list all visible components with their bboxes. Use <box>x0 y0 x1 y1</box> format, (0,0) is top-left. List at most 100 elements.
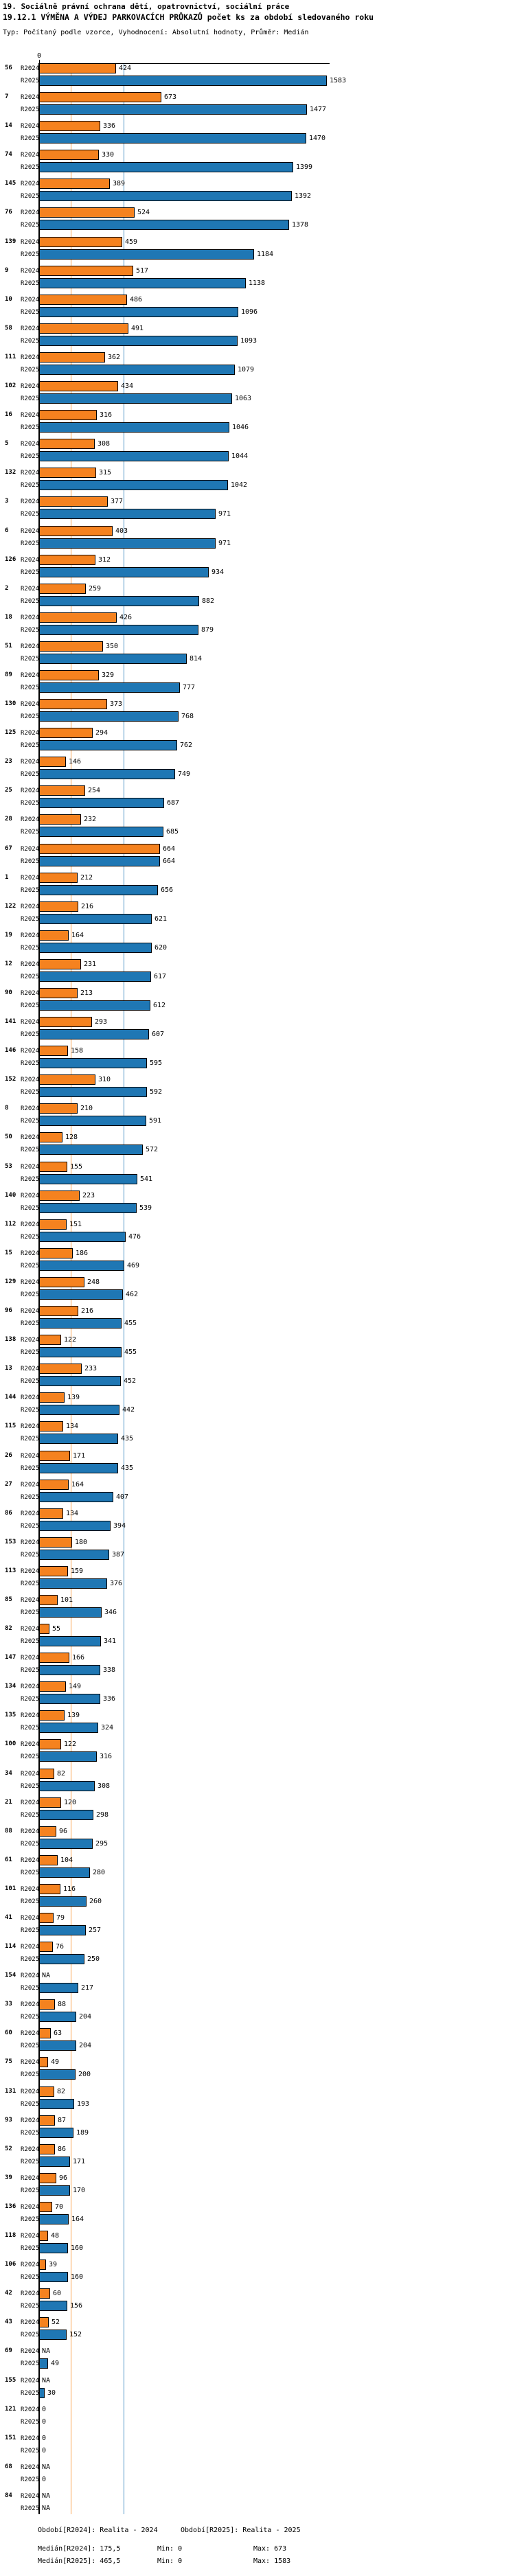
series-label: R2025 <box>21 915 40 923</box>
bar-r2024 <box>39 728 93 739</box>
chart-group: 121 R2024 0 R2025 0 <box>0 2404 515 2427</box>
value-label: 156 <box>70 2302 83 2310</box>
bar-row-r2024: R2024 310 <box>0 1074 515 1085</box>
series-label: R2024 <box>21 2030 40 2038</box>
group-label: 85 <box>5 1596 12 1603</box>
bar-r2024 <box>39 63 116 73</box>
chart-group: 12 R2024 231 R2025 617 <box>0 958 515 982</box>
series-label: R2025 <box>21 771 40 779</box>
series-label: R2025 <box>21 1638 40 1646</box>
series-label: R2025 <box>21 1782 40 1790</box>
bar-r2025 <box>39 1376 121 1387</box>
value-label: 362 <box>108 353 121 361</box>
bar-row-r2024: R2024 0 <box>0 2404 515 2415</box>
group-label: 53 <box>5 1162 12 1170</box>
value-label: 248 <box>87 1278 100 1286</box>
series-label: R2024 <box>21 2406 40 2413</box>
series-label: R2025 <box>21 1869 40 1876</box>
bar-r2025 <box>39 595 199 606</box>
value-label: 96 <box>59 2174 68 2182</box>
bar-row-r2024: R2024 96 <box>0 1826 515 1837</box>
series-label: R2025 <box>21 1985 40 1992</box>
value-label: 377 <box>111 498 124 506</box>
bar-row-r2024: R2024 NA <box>0 2346 515 2356</box>
value-label: 151 <box>69 1220 82 1228</box>
group-label: 13 <box>5 1365 12 1372</box>
chart-group: 90 R2024 213 R2025 612 <box>0 988 515 1011</box>
bar-row-r2025: R2025 1063 <box>0 393 515 404</box>
series-label: R2024 <box>21 441 40 448</box>
value-label: 1046 <box>232 424 249 432</box>
value-label: 407 <box>116 1493 129 1501</box>
series-label: R2025 <box>21 2158 40 2165</box>
series-label: R2024 <box>21 1944 40 1951</box>
value-label: 217 <box>81 1984 94 1992</box>
chart-group: 41 R2024 79 R2025 257 <box>0 1913 515 1935</box>
series-label: R2024 <box>21 1770 40 1778</box>
bar-row-r2025: R2025 592 <box>0 1087 515 1098</box>
value-label: 216 <box>81 902 94 910</box>
bar-r2025 <box>39 1636 101 1647</box>
group-label: 130 <box>5 700 16 708</box>
group-label: 131 <box>5 2087 16 2095</box>
series-label: R2024 <box>21 1048 40 1055</box>
bar-row-r2024: R2024 NA <box>0 2376 515 2386</box>
group-label: 100 <box>5 1740 16 1748</box>
series-label: R2024 <box>21 209 40 217</box>
series-label: R2025 <box>21 337 40 345</box>
series-label: R2024 <box>21 701 40 709</box>
bar-r2024 <box>39 1247 73 1258</box>
series-label: R2025 <box>21 1407 40 1414</box>
bar-row-r2025: R2025 0 <box>0 2474 515 2485</box>
value-label: 0 <box>42 2434 47 2442</box>
bar-row-r2025: R2025 295 <box>0 1838 515 1849</box>
value-label: 1079 <box>238 365 255 373</box>
footer-period-r2025: Období[R2025]: Realita - 2025 <box>181 2527 301 2534</box>
bar-r2025 <box>39 2358 48 2369</box>
value-label: 254 <box>88 787 101 795</box>
series-label: R2025 <box>21 829 40 836</box>
value-label: 79 <box>56 1914 65 1922</box>
series-label: R2024 <box>21 1019 40 1026</box>
chart-group: 15 R2024 186 R2025 469 <box>0 1247 515 1271</box>
bar-r2024 <box>39 265 133 276</box>
bar-r2025 <box>39 624 198 635</box>
value-label: 231 <box>84 960 97 968</box>
bar-r2025 <box>39 1058 147 1069</box>
bar-r2025 <box>39 422 229 433</box>
value-label: 82 <box>57 2087 66 2095</box>
bar-r2025 <box>39 1925 86 1935</box>
series-label: R2025 <box>21 1667 40 1675</box>
series-label: R2025 <box>21 2389 40 2397</box>
group-label: 10 <box>5 295 12 303</box>
value-label: 595 <box>150 1059 163 1068</box>
bar-row-r2025: R2025 814 <box>0 653 515 664</box>
bar-row-r2025: R2025 539 <box>0 1202 515 1213</box>
series-label: R2024 <box>21 671 40 679</box>
series-label: R2024 <box>21 2319 40 2327</box>
group-label: 58 <box>5 324 12 332</box>
bar-row-r2025: R2025 656 <box>0 884 515 895</box>
bar-row-r2025: R2025 164 <box>0 2213 515 2224</box>
bar-row-r2025: R2025 462 <box>0 1289 515 1300</box>
bar-row-r2024: R2024 373 <box>0 699 515 710</box>
series-label: R2024 <box>21 1828 40 1835</box>
bar-r2025 <box>39 566 209 577</box>
chart-group: 112 R2024 151 R2025 476 <box>0 1219 515 1242</box>
value-label: 620 <box>154 943 168 952</box>
series-label: R2024 <box>21 267 40 275</box>
series-label: R2025 <box>21 1436 40 1443</box>
group-label: 28 <box>5 816 12 823</box>
bar-r2025 <box>39 2330 67 2341</box>
group-label: 23 <box>5 758 12 766</box>
bar-row-r2025: R2025 1583 <box>0 76 515 86</box>
bar-row-r2024: R2024 524 <box>0 207 515 218</box>
bar-r2024 <box>39 1306 78 1317</box>
bar-row-r2024: R2024 248 <box>0 1276 515 1287</box>
series-label: R2025 <box>21 193 40 200</box>
bar-row-r2024: R2024 139 <box>0 1392 515 1403</box>
chart-group: 111 R2024 362 R2025 1079 <box>0 352 515 375</box>
series-label: R2024 <box>21 2290 40 2298</box>
value-label: 232 <box>84 816 97 824</box>
value-label: 87 <box>58 2116 67 2124</box>
